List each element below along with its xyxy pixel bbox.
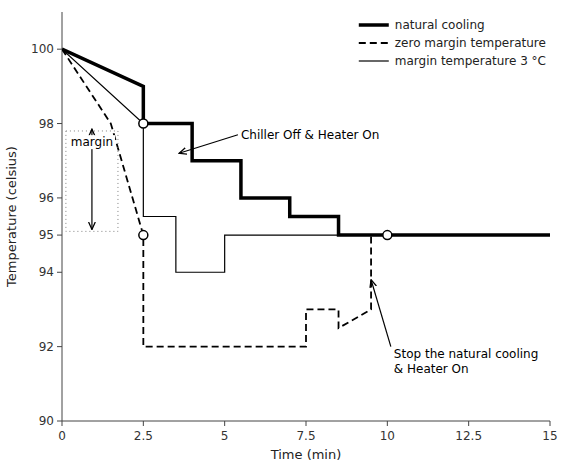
y-tick (57, 235, 62, 236)
y-tick (57, 346, 62, 347)
x-tick-label: 2.5 (134, 429, 153, 443)
y-tick (57, 421, 62, 422)
x-tick (62, 421, 63, 426)
annotation-arrow (179, 135, 238, 154)
x-axis-label: Time (min) (270, 447, 342, 462)
y-tick-label: 92 (39, 340, 54, 354)
y-tick-label: 94 (39, 265, 54, 279)
annotation: Chiller Off & Heater On (241, 128, 379, 142)
annotation-line: Stop the natural cooling (394, 347, 538, 361)
x-tick (306, 421, 307, 426)
y-tick-label: 90 (39, 414, 54, 428)
y-tick-label: 96 (39, 191, 54, 205)
chart: 0 2.5 5 7.5 10 12.5 15 90 92 94 95 96 98 100 Time (min… (0, 0, 564, 469)
y-tick (57, 123, 62, 124)
y-axis-line (62, 12, 63, 421)
key-point (139, 231, 148, 240)
annotation-arrow (371, 280, 391, 347)
annotation-background (69, 135, 115, 149)
x-tick-label: 5 (221, 429, 229, 443)
x-tick (224, 421, 225, 426)
annotation-line: Chiller Off & Heater On (241, 128, 379, 142)
legend-handle (359, 23, 389, 27)
annotation: Stop the natural cooling& Heater On (394, 347, 538, 376)
x-tick-label: 0 (58, 429, 66, 443)
annotation: margin (71, 135, 113, 149)
series-line (62, 49, 550, 346)
x-tick-label: 10 (380, 429, 395, 443)
legend-handle (359, 42, 389, 44)
y-tick-label: 95 (39, 228, 54, 242)
y-tick-label: 98 (39, 117, 54, 131)
x-tick-label: 12.5 (455, 429, 482, 443)
plot-area (62, 49, 550, 346)
series-line (62, 49, 550, 272)
key-point (383, 231, 392, 240)
annotation-line: & Heater On (394, 362, 469, 376)
legend-label: natural cooling (395, 18, 485, 32)
legend-handle (359, 60, 389, 61)
annotation-line: margin (71, 135, 113, 149)
key-point (139, 119, 148, 128)
x-tick-label: 15 (542, 429, 557, 443)
x-tick (143, 421, 144, 426)
y-tick (57, 49, 62, 50)
x-tick (387, 421, 388, 426)
y-axis-label: Temperature (celsius) (4, 146, 19, 288)
y-tick (57, 197, 62, 198)
x-tick (468, 421, 469, 426)
legend-label: zero margin temperature (395, 36, 546, 50)
x-tick-label: 7.5 (296, 429, 315, 443)
legend: natural cooling zero margin temperature ma… (359, 18, 546, 68)
y-tick (57, 272, 62, 273)
legend-label: margin temperature 3 °C (395, 54, 546, 68)
x-tick (550, 421, 551, 426)
y-tick-label: 100 (31, 42, 54, 56)
